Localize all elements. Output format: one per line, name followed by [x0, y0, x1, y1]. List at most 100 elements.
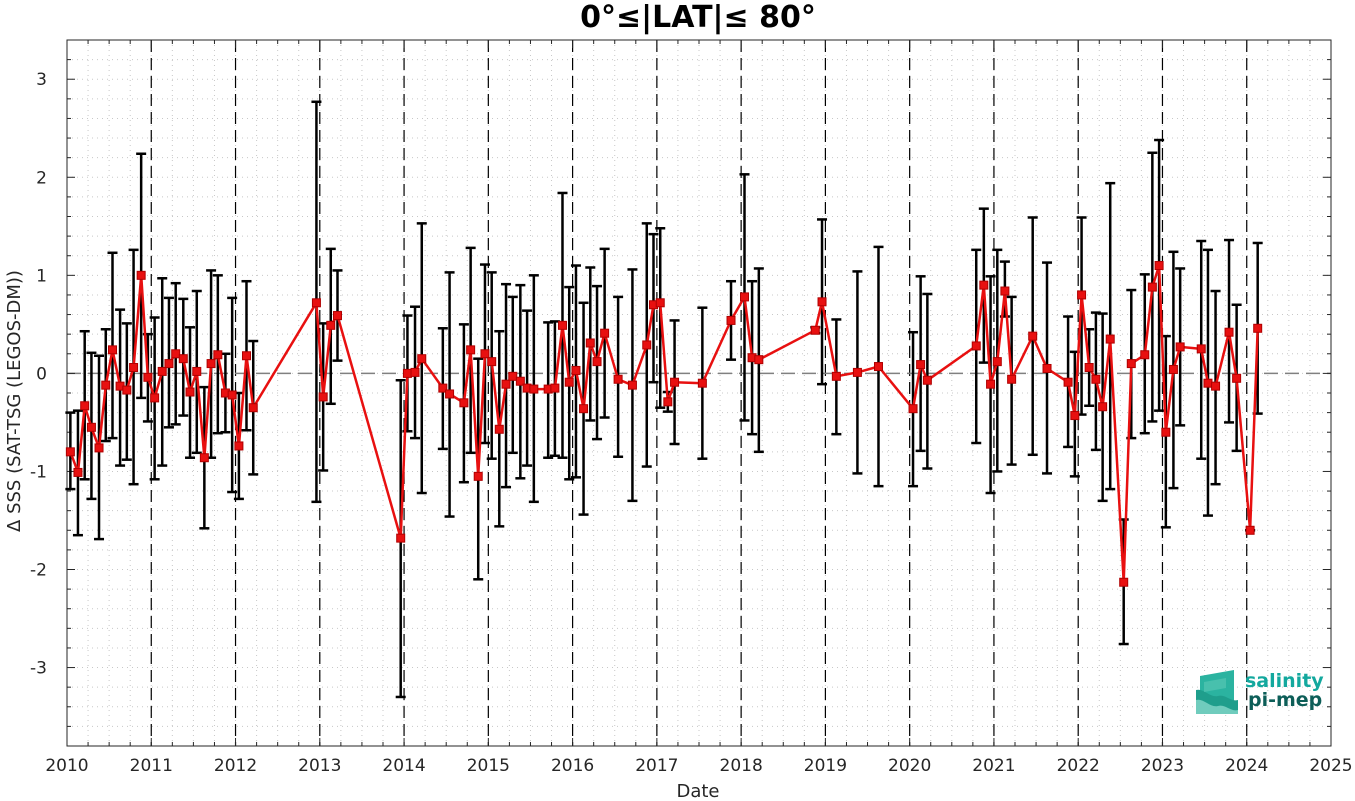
data-point: [979, 280, 989, 290]
data-point: [613, 374, 623, 384]
data-point: [473, 471, 483, 481]
logo-waves-icon: [1196, 670, 1238, 714]
data-point: [585, 338, 595, 348]
y-tick-label: 0: [36, 364, 47, 384]
y-tick-labels: -3 -2 -1 0 1 2 3: [30, 70, 47, 678]
data-point: [1091, 374, 1101, 384]
data-point: [916, 360, 926, 370]
data-point: [101, 380, 111, 390]
data-point: [164, 359, 174, 369]
data-point: [1119, 577, 1129, 587]
data-point: [740, 292, 750, 302]
data-point: [592, 357, 602, 367]
x-tick-label: 2020: [888, 756, 931, 776]
data-point: [529, 384, 539, 394]
data-point: [1098, 402, 1108, 412]
data-point: [817, 297, 827, 307]
data-point: [65, 447, 75, 457]
logo-text-pi-mep: pi-mep: [1248, 689, 1322, 711]
x-tick-label: 2012: [214, 756, 257, 776]
data-point: [627, 380, 637, 390]
x-tick-label: 2021: [972, 756, 1015, 776]
x-tick-label: 2018: [720, 756, 763, 776]
data-point: [579, 404, 589, 414]
data-point: [754, 355, 764, 365]
x-tick-label: 2024: [1225, 756, 1268, 776]
axis-ticks: [66, 40, 1332, 746]
data-point: [185, 387, 195, 397]
data-point: [143, 372, 153, 382]
data-point: [326, 320, 336, 330]
data-point: [600, 328, 610, 338]
data-point: [487, 357, 497, 367]
data-point: [136, 270, 146, 280]
data-point: [986, 379, 996, 389]
data-point: [402, 368, 412, 378]
data-point: [873, 362, 883, 372]
data-point: [86, 422, 96, 432]
data-point: [73, 467, 83, 477]
data-point: [1070, 411, 1080, 421]
data-point: [234, 441, 244, 451]
data-point: [1224, 327, 1234, 337]
data-point: [810, 325, 820, 335]
data-point: [192, 366, 202, 376]
data-point: [1253, 323, 1263, 333]
data-point: [1245, 525, 1255, 535]
y-tick-label: 2: [36, 168, 47, 188]
data-point: [663, 397, 673, 407]
data-point: [417, 354, 427, 364]
data-point: [831, 371, 841, 381]
x-tick-labels: 2010 2011 2012 2013 2014 2015 2016 2017 2018 2019…: [45, 756, 1352, 776]
data-point: [655, 298, 665, 308]
data-point: [129, 363, 139, 373]
data-point: [557, 320, 567, 330]
data-point: [1196, 344, 1206, 354]
data-point: [494, 424, 504, 434]
data-point: [332, 311, 342, 321]
x-tick-label: 2023: [1141, 756, 1184, 776]
y-tick-label: -2: [30, 561, 47, 581]
data-point: [1175, 342, 1185, 352]
minor-grid: [67, 40, 1331, 746]
data-point: [80, 401, 90, 411]
data-point: [1042, 363, 1052, 373]
data-point: [642, 340, 652, 350]
y-tick-label: -3: [30, 659, 47, 679]
salinity-pi-mep-logo: salinity pi-mep: [1196, 670, 1324, 714]
data-point: [248, 403, 258, 413]
x-tick-label: 2017: [635, 756, 678, 776]
data-point: [922, 375, 932, 385]
y-axis-label: Δ SSS (SAT-TSG (LEGOS-DM)): [4, 270, 25, 532]
data-point: [122, 385, 132, 395]
data-point: [171, 349, 181, 359]
data-point: [311, 298, 321, 308]
data-point: [1161, 427, 1171, 437]
data-point: [501, 379, 511, 389]
data-point: [1232, 373, 1242, 383]
data-point: [459, 398, 469, 408]
data-point: [150, 393, 160, 403]
data-point: [1211, 381, 1221, 391]
data-point: [1084, 363, 1094, 373]
x-tick-label: 2011: [130, 756, 173, 776]
data-point: [1126, 359, 1136, 369]
data-point: [992, 357, 1002, 367]
data-point: [564, 377, 574, 387]
data-point: [515, 376, 525, 386]
x-tick-label: 2016: [551, 756, 594, 776]
y-tick-label: 3: [36, 70, 47, 90]
x-tick-label: 2010: [45, 756, 88, 776]
x-axis-label: Date: [676, 781, 719, 801]
data-point: [410, 367, 420, 377]
data-point: [480, 349, 490, 359]
data-point: [1105, 334, 1115, 344]
data-point: [445, 389, 455, 399]
data-point: [1140, 350, 1150, 360]
data-point: [852, 367, 862, 377]
data-point: [199, 453, 209, 463]
data-point: [466, 345, 476, 355]
x-tick-label: 2022: [1057, 756, 1100, 776]
data-point: [971, 341, 981, 351]
